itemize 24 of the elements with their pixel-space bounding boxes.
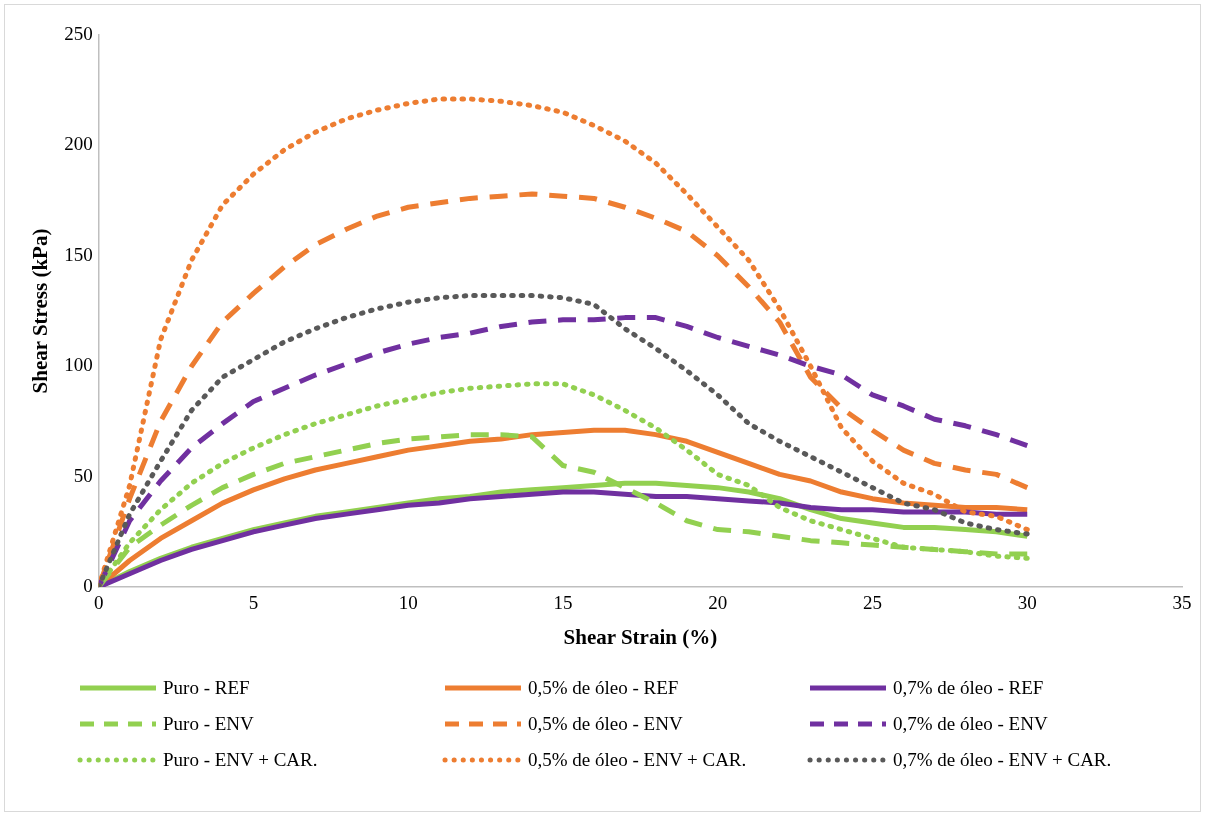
legend-label: 0,5% de óleo - ENV + CAR. xyxy=(528,749,747,771)
y-tick-label: 50 xyxy=(73,464,93,486)
y-tick-label: 100 xyxy=(64,354,93,376)
legend-label: 0,7% de óleo - ENV + CAR. xyxy=(893,749,1112,771)
y-tick-label: 200 xyxy=(64,133,93,155)
y-tick-label: 250 xyxy=(64,22,93,44)
x-axis-title: Shear Strain (%) xyxy=(563,624,718,649)
x-tick-label: 35 xyxy=(1172,592,1192,614)
legend-label: 0,5% de óleo - ENV xyxy=(528,713,683,735)
y-tick-label: 150 xyxy=(64,243,93,265)
x-tick-label: 25 xyxy=(862,592,882,614)
legend-label: 0,5% de óleo - REF xyxy=(528,677,679,699)
x-tick-label: 30 xyxy=(1017,592,1037,614)
y-tick-label: 0 xyxy=(83,574,93,596)
x-tick-label: 5 xyxy=(248,592,259,614)
x-tick-label: 10 xyxy=(398,592,418,614)
x-tick-label: 20 xyxy=(708,592,728,614)
legend-label: Puro - REF xyxy=(163,677,250,699)
y-axis-title: Shear Stress (kPa) xyxy=(28,228,53,394)
legend-label: Puro - ENV + CAR. xyxy=(163,749,318,771)
legend-label: 0,7% de óleo - REF xyxy=(893,677,1044,699)
legend-label: Puro - ENV xyxy=(163,713,254,735)
legend-label: 0,7% de óleo - ENV xyxy=(893,713,1048,735)
x-tick-label: 15 xyxy=(553,592,573,614)
